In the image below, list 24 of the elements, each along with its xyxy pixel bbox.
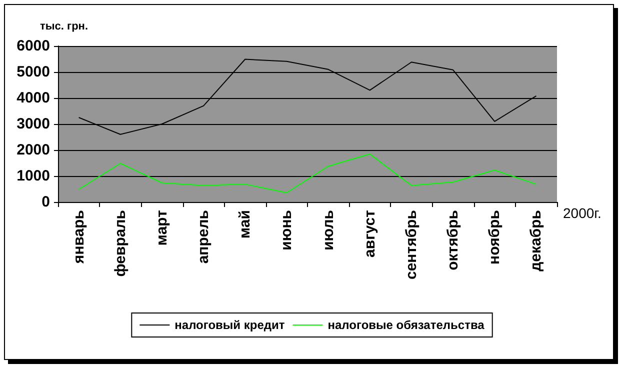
x-tick-label: август xyxy=(361,210,378,258)
x-tick-label: ноябрь xyxy=(486,210,504,264)
legend-label: налоговые обязательства xyxy=(328,318,485,332)
x-tick-label: март xyxy=(153,210,170,246)
y-axis-title: тыс. грн. xyxy=(40,20,88,32)
x-tick-label: сентябрь xyxy=(402,210,420,280)
x-tick-label: июнь xyxy=(278,210,296,250)
x-tick-label: февраль xyxy=(112,210,129,277)
y-tick-label: 5000 xyxy=(16,64,50,80)
x-axis-title: 2000г. xyxy=(563,205,602,221)
y-tick-label: 4000 xyxy=(16,90,50,106)
y-tick-label: 2000 xyxy=(16,142,50,158)
legend-label: налоговый кредит xyxy=(174,318,285,332)
x-tick-label: июль xyxy=(320,210,337,250)
y-tick-label: 6000 xyxy=(16,38,50,54)
x-tick-label: май xyxy=(236,210,254,238)
x-tick-label: январь xyxy=(70,210,88,264)
line-series xyxy=(78,153,537,194)
y-tick-label: 3000 xyxy=(16,116,50,132)
x-tick-label: декабрь xyxy=(528,210,545,272)
x-tick-label: апрель xyxy=(195,210,212,264)
y-tick-label: 1000 xyxy=(16,168,50,184)
y-tick-label: 0 xyxy=(42,194,50,210)
x-tick-label: октябрь xyxy=(444,210,462,270)
